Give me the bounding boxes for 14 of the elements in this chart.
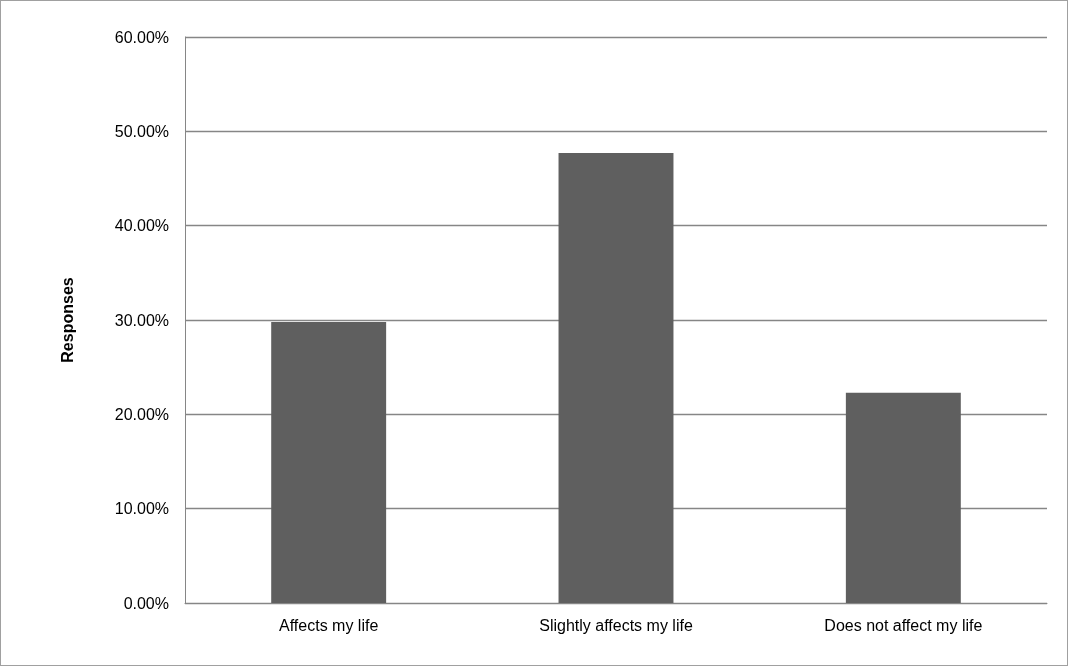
y-axis-title: Responses bbox=[58, 277, 76, 363]
y-tick-label: 10.00% bbox=[114, 500, 169, 518]
bar bbox=[558, 153, 674, 603]
x-tick-label: Does not affect my life bbox=[824, 616, 983, 634]
bar bbox=[271, 321, 387, 603]
bar bbox=[845, 392, 961, 603]
y-tick-label: 60.00% bbox=[114, 28, 169, 46]
y-tick-label: 0.00% bbox=[123, 594, 169, 612]
x-tick-label: Slightly affects my life bbox=[539, 616, 693, 634]
y-tick-label: 40.00% bbox=[114, 217, 169, 235]
y-tick-label: 20.00% bbox=[114, 405, 169, 423]
y-tick-label: 30.00% bbox=[114, 311, 169, 329]
y-tick-label: 50.00% bbox=[114, 122, 169, 140]
x-tick-label: Affects my life bbox=[279, 616, 379, 634]
